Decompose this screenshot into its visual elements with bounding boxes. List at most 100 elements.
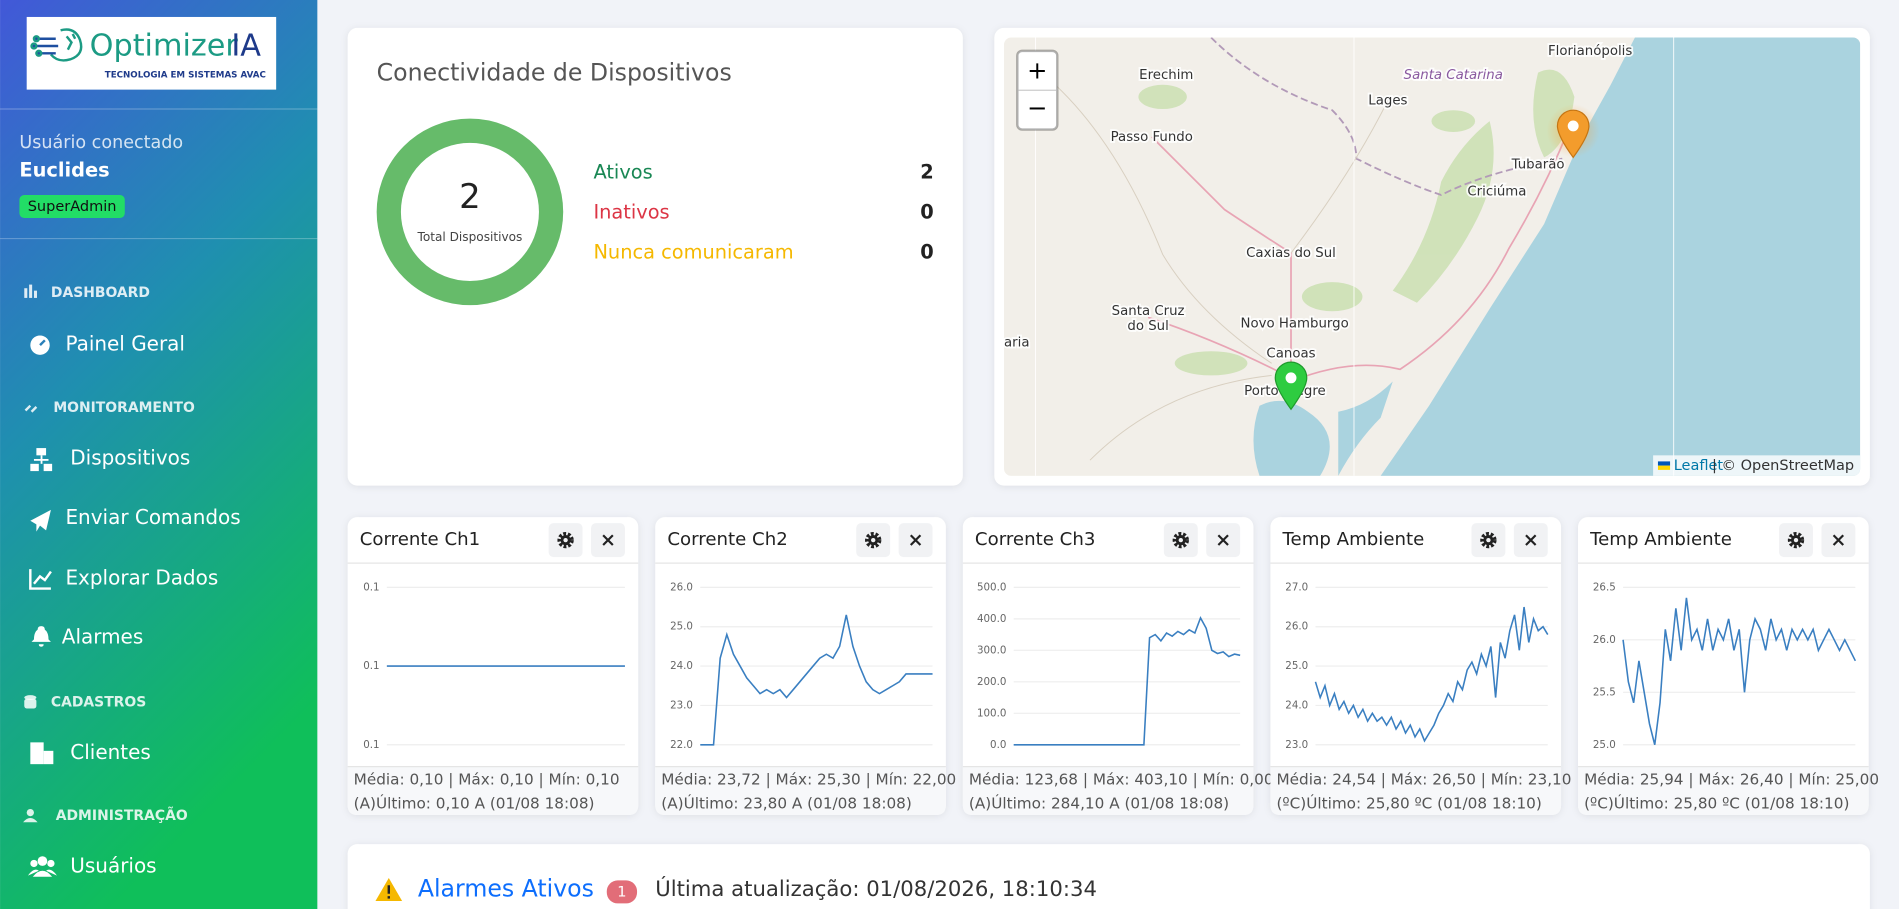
y-tick-label: 22.0 (670, 739, 693, 751)
close-icon[interactable] (1832, 534, 1845, 546)
settings-button[interactable] (1163, 523, 1198, 558)
close-icon[interactable] (909, 534, 922, 546)
chart-title: Temp Ambiente (1282, 529, 1425, 550)
zoom-in[interactable]: + (1027, 56, 1047, 84)
chart-stats: Média: 0,10 | Máx: 0,10 | Mín: 0,10 (354, 770, 620, 788)
y-tick-label: 26.0 (1285, 621, 1308, 633)
attribution-bg (1653, 455, 1861, 476)
roads (1147, 126, 1571, 383)
logo-name: Optimizer (90, 29, 239, 64)
nav-label[interactable]: Enviar Comandos (65, 505, 240, 529)
city-label: Canoas (1266, 347, 1315, 362)
y-tick-label: 25.0 (670, 621, 693, 633)
close-button[interactable] (1821, 523, 1856, 558)
gear-icon[interactable] (1787, 531, 1805, 549)
gear-icon[interactable] (1480, 531, 1497, 549)
card-footer (1270, 766, 1562, 816)
section-title: ADMINISTRAÇÃO (56, 807, 188, 824)
card (962, 517, 1254, 816)
settings-button[interactable] (548, 523, 583, 558)
section-icon (23, 808, 38, 823)
ring-segment (376, 118, 564, 306)
marker[interactable] (1274, 361, 1308, 411)
close-button[interactable] (1513, 523, 1548, 558)
card-footer (655, 766, 946, 816)
donut (376, 118, 564, 306)
flag (1657, 461, 1671, 466)
attribution-link[interactable]: Leaflet (1674, 458, 1724, 474)
zoom-out[interactable]: − (1027, 94, 1047, 122)
lagoon (1338, 381, 1393, 476)
gear-hole[interactable] (1178, 537, 1183, 543)
nav-label[interactable]: Clientes (70, 740, 151, 764)
y-tick-label: 300.0 (977, 644, 1006, 656)
gear-icon[interactable] (1172, 531, 1189, 549)
alarms-updated: Última atualização: 01/08/2026, 18:10:34 (655, 876, 1097, 901)
attribution-text: | © OpenStreetMap (1712, 458, 1854, 474)
chart-last: (A)Último: 0,10 A (01/08 18:08) (354, 794, 595, 813)
section-icon (24, 404, 38, 413)
nav-label[interactable]: Painel Geral (65, 332, 185, 356)
card-title: Conectividade de Dispositivos (377, 58, 732, 86)
chart-last: (ºC)Último: 25,80 ºC (01/08 18:10) (1584, 794, 1849, 813)
nav-item[interactable]: Dispositivos (30, 445, 190, 472)
section-icon (24, 284, 37, 298)
city-label: Florianópolis (1548, 43, 1632, 59)
chart-card: Temp Ambiente 26.5 26.0 25.5 25.0 Média: 25,9… (1578, 517, 1879, 816)
city-label: aria (1004, 336, 1029, 351)
close-icon[interactable] (602, 534, 614, 546)
close-button[interactable] (1206, 523, 1241, 558)
card-footer (1578, 766, 1869, 816)
y-tick-label: 0.1 (363, 581, 379, 593)
card-footer (962, 766, 1254, 816)
chart-card: Corrente Ch2 26.0 25.0 24.0 23.0 22.0 Média: 2… (655, 517, 956, 816)
y-tick-label: 27.0 (1285, 581, 1308, 593)
gear-hole[interactable] (871, 537, 876, 543)
nav-label[interactable]: Alarmes (62, 625, 143, 649)
alarms-card: Alarmes Ativos 1 Última atualização: 01/… (347, 844, 1870, 909)
nav-item[interactable]: Enviar Comandos (30, 505, 241, 532)
state-border (1210, 37, 1563, 196)
nav-item[interactable]: Explorar Dados (29, 565, 218, 590)
connectivity-card: Conectividade de Dispositivos 2 Total Di… (347, 27, 963, 486)
y-tick-label: 400.0 (977, 613, 1006, 625)
settings-button[interactable] (856, 523, 891, 558)
nav-label[interactable]: Explorar Dados (65, 565, 218, 589)
legend-label: Inativos (593, 201, 669, 224)
series-line (700, 614, 933, 746)
city-label: Caxias do Sul (1246, 246, 1336, 261)
nav-item[interactable]: Usuários (27, 854, 157, 878)
chart-last: (ºC)Último: 25,80 ºC (01/08 18:10) (1276, 794, 1541, 813)
total: 2 (459, 177, 481, 216)
series-line (1622, 597, 1857, 745)
role: SuperAdmin (28, 199, 117, 215)
marker[interactable] (1556, 109, 1590, 159)
legend-value: 0 (920, 241, 933, 264)
nav-label[interactable]: Dispositivos (70, 445, 190, 469)
gear-hole[interactable] (1793, 537, 1799, 543)
chart-card: Temp Ambiente 27.0 26.0 25.0 24.0 23.0 Média: … (1270, 517, 1571, 816)
gear-hole[interactable] (1486, 537, 1491, 543)
nav-item[interactable]: Clientes (30, 740, 151, 765)
close-button[interactable] (898, 523, 933, 558)
map[interactable]: Santa Catarina Florianópolis Erechim Lag… (1003, 37, 1861, 476)
gear-hole[interactable] (563, 537, 568, 543)
y-tick-label: 23.0 (670, 699, 693, 711)
close-icon[interactable] (1217, 534, 1229, 546)
alarms-count: 1 (617, 885, 626, 901)
card-footer (347, 766, 639, 816)
nav-item[interactable]: Alarmes (31, 625, 144, 649)
settings-button[interactable] (1779, 523, 1813, 558)
city-label: Criciúma (1467, 183, 1526, 199)
nav-item[interactable]: Painel Geral (30, 332, 185, 356)
settings-button[interactable] (1471, 523, 1506, 558)
gear-icon[interactable] (865, 531, 882, 549)
close-icon[interactable] (1525, 534, 1537, 546)
chart-title: Corrente Ch2 (667, 529, 787, 550)
series-line (1314, 606, 1549, 743)
gear-icon[interactable] (557, 531, 574, 549)
y-tick-label: 26.0 (670, 581, 693, 593)
city-label: Erechim (1139, 68, 1193, 83)
nav-label[interactable]: Usuários (70, 854, 156, 878)
close-button[interactable] (591, 523, 625, 558)
